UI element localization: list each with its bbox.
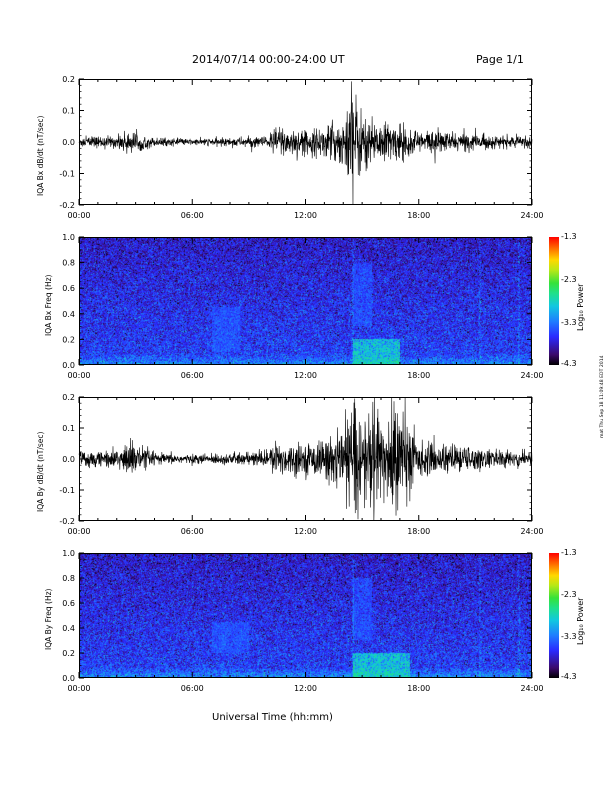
x-axis-title: Universal Time (hh:mm) — [212, 712, 333, 723]
y-tick-label: -0.2 — [59, 201, 75, 210]
x-tick-label: 00:00 — [67, 527, 90, 536]
y-tick-label: 0.1 — [62, 107, 75, 116]
by-spectrogram — [79, 553, 532, 678]
by-spectrogram-panel: 1.0 0.8 0.6 0.4 0.2 0.0 00:00 06:00 12:00 18:00 24… — [62, 549, 543, 693]
x-tick-label: 00:00 — [67, 211, 90, 220]
bx-spectrogram — [79, 237, 532, 365]
y-tick-label: 0.0 — [62, 361, 75, 370]
bx-dbdt-plot: 0.2 0.1 0.0 -0.1 -0.200:00 06:00 12:00 18:00 24:… — [59, 75, 543, 220]
x-tick-label: 24:00 — [520, 371, 543, 380]
processing-timestamp: mat Thu Sep 18 11:09:48 EDT 2014 — [600, 355, 605, 438]
x-tick-label: 06:00 — [181, 211, 204, 220]
x-tick-label: 12:00 — [294, 211, 317, 220]
by-colorbar-title: Log₁₀ Power — [576, 597, 585, 645]
y-tick-label: 0.0 — [62, 138, 75, 147]
by-colorbar-gradient — [549, 553, 559, 678]
y-tick-label: 0.0 — [62, 455, 75, 464]
by-spectrogram-axes: 1.0 0.8 0.6 0.4 0.2 0.000:00 06:00 12:00 18:00 24… — [62, 549, 543, 693]
x-tick-label: 06:00 — [181, 371, 204, 380]
bx-colorbar: -1.3 -2.3 -3.3 -4.3 Log₁₀ Power — [549, 232, 585, 368]
bx-dbdt-panel: 0.2 0.1 0.0 -0.1 -0.2 00:00 06:00 12:00 18:00 24:… — [59, 75, 543, 220]
series-trace — [78, 396, 533, 522]
by-colorbar-tick: -4.3 — [561, 672, 577, 681]
bx-spectrogram-axes: 1.0 0.8 0.6 0.4 0.2 0.000:00 06:00 12:00 18:00 24… — [62, 233, 543, 380]
bx-colorbar-tick: -3.3 — [561, 318, 577, 327]
by-colorbar-tick: -2.3 — [561, 590, 577, 599]
x-tick-label: 24:00 — [520, 527, 543, 536]
bx-spectrogram-panel: 1.0 0.8 0.6 0.4 0.2 0.0 00:00 06:00 12:00 18:00 24… — [62, 233, 543, 380]
series-trace — [78, 81, 533, 205]
y-tick-label: 0.8 — [62, 574, 75, 583]
bx-colorbar-tick: -2.3 — [561, 275, 577, 284]
y-tick-label: 0.4 — [62, 624, 75, 633]
y-tick-label: -0.1 — [59, 170, 75, 179]
x-tick-label: 06:00 — [181, 527, 204, 536]
by-colorbar: -1.3 -2.3 -3.3 -4.3 Log₁₀ Power — [549, 548, 585, 681]
bx-colorbar-tick: -4.3 — [561, 359, 577, 368]
y-tick-label: 0.8 — [62, 259, 75, 268]
by-colorbar-tick: -3.3 — [561, 632, 577, 641]
y-tick-label: 0.6 — [62, 599, 75, 608]
bx-colorbar-gradient — [549, 237, 559, 365]
page-indicator: Page 1/1 — [476, 53, 524, 66]
y-tick-label: 0.2 — [62, 393, 75, 402]
x-tick-label: 18:00 — [407, 371, 430, 380]
by-dbdt-ylabel: IQA By dB/dt (nT/sec) — [36, 431, 45, 512]
y-tick-label: 0.4 — [62, 310, 75, 319]
y-tick-label: -0.2 — [59, 517, 75, 526]
x-tick-label: 24:00 — [520, 684, 543, 693]
x-tick-label: 18:00 — [407, 684, 430, 693]
x-tick-label: 12:00 — [294, 684, 317, 693]
x-tick-label: 18:00 — [407, 211, 430, 220]
bx-colorbar-tick: -1.3 — [561, 232, 577, 241]
by-dbdt-plot: 0.2 0.1 0.0 -0.1 -0.200:00 06:00 12:00 18:00 24:… — [59, 393, 543, 536]
y-tick-label: 0.6 — [62, 284, 75, 293]
y-tick-label: 0.2 — [62, 75, 75, 84]
x-tick-label: 12:00 — [294, 527, 317, 536]
by-spectrogram-ylabel: IQA By Freq (Hz) — [44, 588, 53, 650]
y-tick-label: 0.1 — [62, 424, 75, 433]
y-tick-label: -0.1 — [59, 486, 75, 495]
y-tick-label: 0.0 — [62, 674, 75, 683]
plot-date-range: 2014/07/14 00:00-24:00 UT — [192, 53, 345, 66]
x-tick-label: 18:00 — [407, 527, 430, 536]
y-tick-label: 0.2 — [62, 335, 75, 344]
y-tick-label: 1.0 — [62, 549, 75, 558]
by-dbdt-panel: 0.2 0.1 0.0 -0.1 -0.2 00:00 06:00 12:00 18:00 24:… — [59, 393, 543, 536]
x-tick-label: 00:00 — [67, 371, 90, 380]
bx-spectrogram-ylabel: IQA Bx Freq (Hz) — [44, 274, 53, 336]
bx-dbdt-ylabel: IQA Bx dB/dt (nT/sec) — [36, 115, 45, 196]
x-tick-label: 00:00 — [67, 684, 90, 693]
x-tick-label: 24:00 — [520, 211, 543, 220]
bx-colorbar-title: Log₁₀ Power — [576, 283, 585, 331]
y-tick-label: 1.0 — [62, 233, 75, 242]
y-tick-label: 0.2 — [62, 649, 75, 658]
x-tick-label: 12:00 — [294, 371, 317, 380]
by-colorbar-tick: -1.3 — [561, 548, 577, 557]
x-tick-label: 06:00 — [181, 684, 204, 693]
